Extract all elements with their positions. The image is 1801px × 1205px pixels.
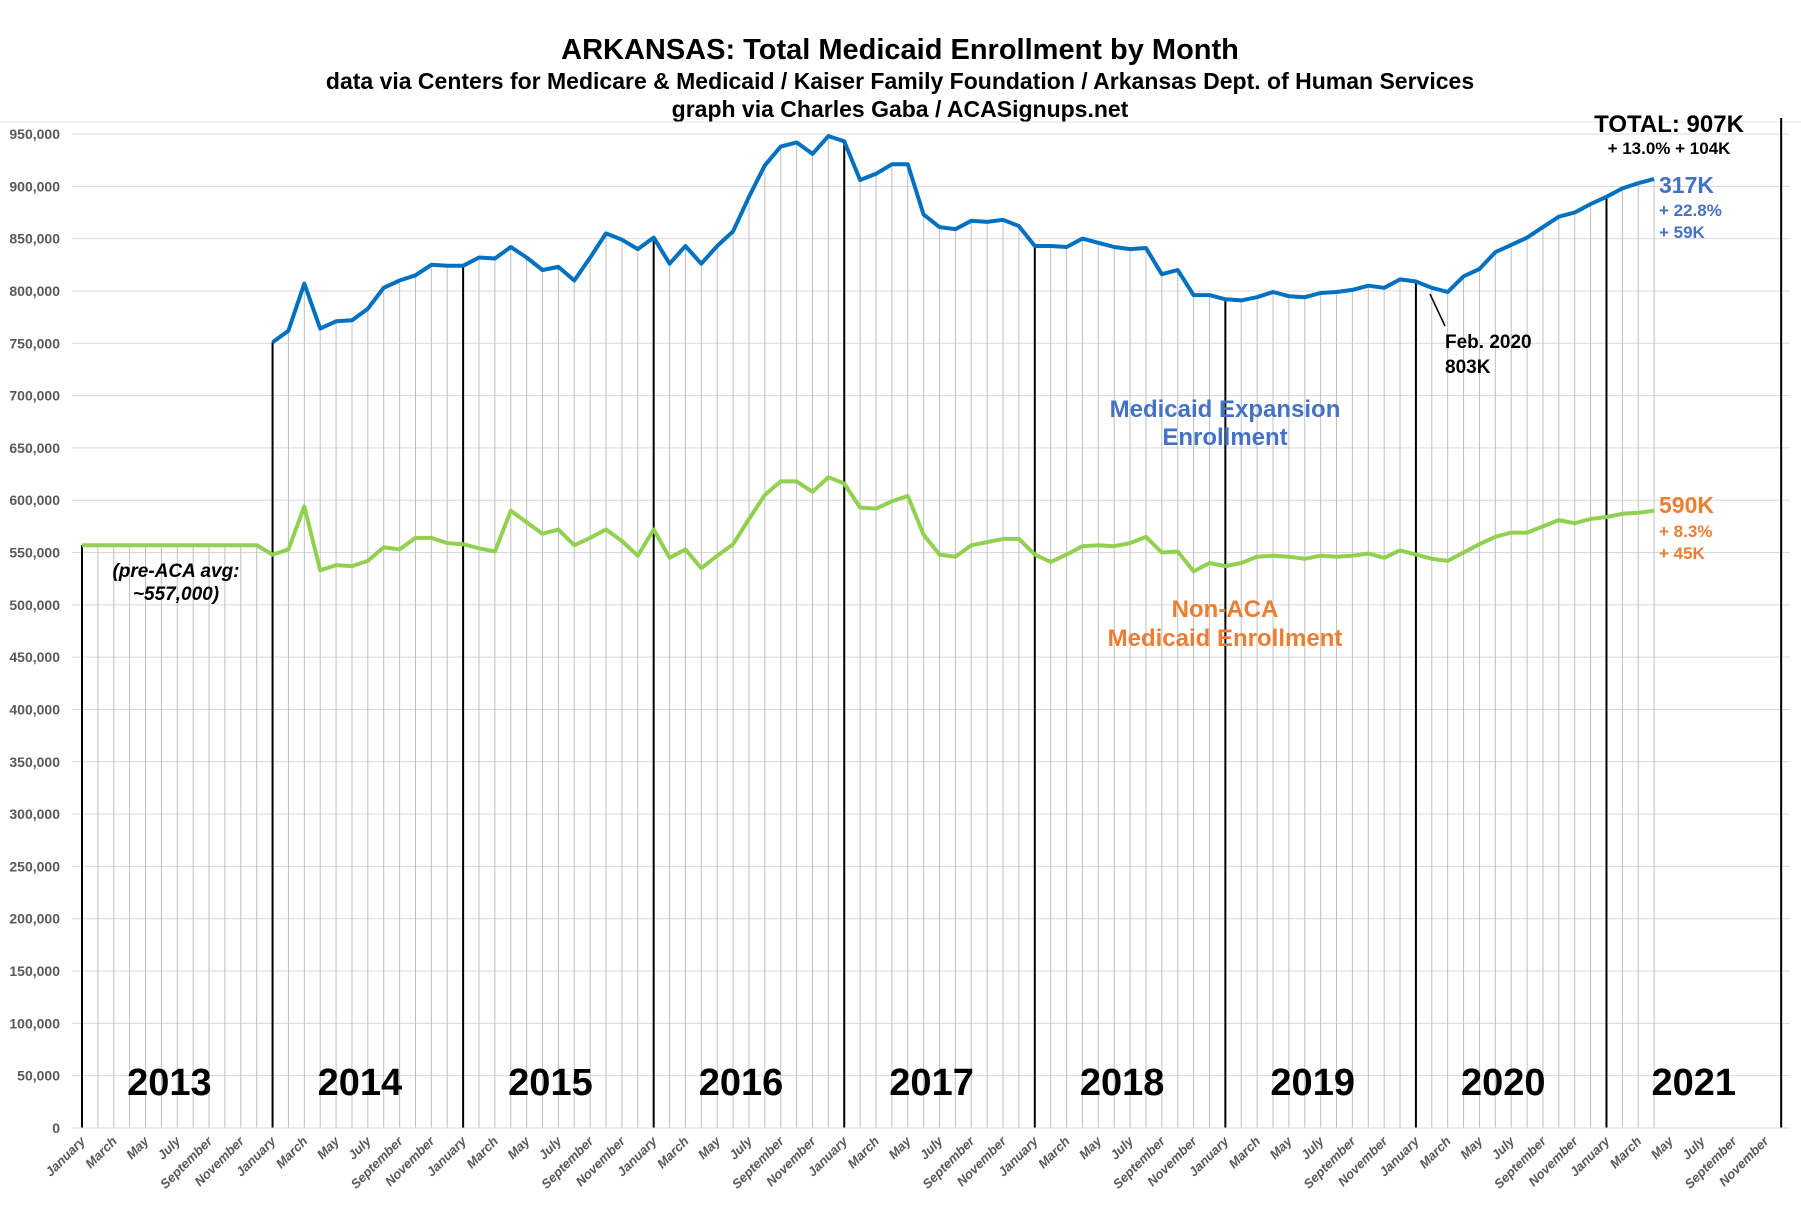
year-label: 2019 bbox=[1270, 1062, 1355, 1104]
year-label: 2020 bbox=[1461, 1062, 1546, 1104]
y-tick-label: 650,000 bbox=[9, 440, 60, 456]
y-tick-label: 900,000 bbox=[9, 178, 60, 194]
y-tick-label: 450,000 bbox=[9, 649, 60, 665]
non-aca-change-annotation: + 45K bbox=[1659, 544, 1706, 563]
total-annotation: TOTAL: 907K bbox=[1594, 111, 1744, 138]
gridlines bbox=[0, 118, 1801, 1128]
x-tick-label: May bbox=[504, 1133, 533, 1162]
x-tick-label: March bbox=[844, 1133, 882, 1171]
y-tick-label: 250,000 bbox=[9, 858, 60, 874]
x-tick-label: May bbox=[1457, 1133, 1486, 1162]
y-tick-label: 100,000 bbox=[9, 1015, 60, 1031]
axes: 0 50,000 100,000 150,000 200,000 250,000 300,0… bbox=[9, 126, 1790, 1192]
series-lines bbox=[82, 136, 1654, 571]
y-tick-label: 750,000 bbox=[9, 335, 60, 351]
x-tick-label: May bbox=[123, 1133, 152, 1162]
y-tick-label: 950,000 bbox=[9, 126, 60, 142]
x-tick-label: May bbox=[1267, 1133, 1296, 1162]
y-tick-label: 850,000 bbox=[9, 231, 60, 247]
x-tick-label: March bbox=[1226, 1133, 1264, 1171]
x-tick-label: March bbox=[1607, 1133, 1645, 1171]
y-tick-label: 50,000 bbox=[17, 1068, 60, 1084]
year-label: 2017 bbox=[889, 1062, 974, 1104]
y-tick-label: 300,000 bbox=[9, 806, 60, 822]
feb-2020-label: Feb. 2020 bbox=[1445, 332, 1532, 353]
x-tick-label: May bbox=[885, 1133, 914, 1162]
y-tick-label: 500,000 bbox=[9, 597, 60, 613]
x-tick-label: May bbox=[1076, 1133, 1105, 1162]
x-tick-label: March bbox=[273, 1133, 311, 1171]
y-tick-label: 400,000 bbox=[9, 701, 60, 717]
year-label: 2021 bbox=[1652, 1062, 1737, 1104]
x-tick-label: March bbox=[654, 1133, 692, 1171]
non-aca-label: Non-ACA bbox=[1172, 596, 1279, 623]
year-label: 2016 bbox=[699, 1062, 784, 1104]
total-change-annotation: + 13.0% + 104K bbox=[1608, 139, 1732, 158]
pre-aca-value: ~557,000) bbox=[133, 584, 219, 605]
x-tick-label: May bbox=[1648, 1133, 1677, 1162]
non-aca-pct-annotation: + 8.3% bbox=[1659, 522, 1712, 541]
chart-subtitle: data via Centers for Medicare & Medicaid… bbox=[326, 68, 1474, 94]
feb-2020-value: 803K bbox=[1445, 357, 1491, 378]
y-tick-label: 150,000 bbox=[9, 963, 60, 979]
y-tick-label: 800,000 bbox=[9, 283, 60, 299]
x-tick-label: March bbox=[463, 1133, 501, 1171]
pre-aca-label: (pre-ACA avg: bbox=[112, 561, 239, 582]
expansion-change-annotation: + 59K bbox=[1659, 223, 1706, 242]
x-tick-label: March bbox=[1035, 1133, 1073, 1171]
chart-title: ARKANSAS: Total Medicaid Enrollment by M… bbox=[561, 34, 1239, 66]
x-tick-label: March bbox=[82, 1133, 120, 1171]
chart-credit: graph via Charles Gaba / ACASignups.net bbox=[672, 96, 1129, 122]
expansion-label: Medicaid Expansion bbox=[1110, 396, 1341, 423]
y-tick-label: 350,000 bbox=[9, 754, 60, 770]
year-label: 2015 bbox=[508, 1062, 593, 1104]
x-tick-label: May bbox=[695, 1133, 724, 1162]
x-tick-label: May bbox=[314, 1133, 343, 1162]
y-tick-label: 600,000 bbox=[9, 492, 60, 508]
non-aca-value-annotation: 590K bbox=[1659, 492, 1714, 518]
expansion-label-2: Enrollment bbox=[1162, 424, 1287, 451]
x-tick-label: March bbox=[1416, 1133, 1454, 1171]
y-tick-label: 700,000 bbox=[9, 388, 60, 404]
year-label: 2018 bbox=[1080, 1062, 1165, 1104]
year-label: 2014 bbox=[318, 1062, 403, 1104]
y-tick-label: 0 bbox=[52, 1120, 60, 1136]
year-label: 2013 bbox=[127, 1062, 212, 1104]
total-line bbox=[273, 136, 1655, 342]
y-tick-label: 550,000 bbox=[9, 545, 60, 561]
expansion-value-annotation: 317K bbox=[1659, 172, 1714, 198]
x-tick-label: January bbox=[42, 1133, 88, 1179]
y-tick-label: 200,000 bbox=[9, 911, 60, 927]
expansion-pct-annotation: + 22.8% bbox=[1659, 201, 1722, 220]
non-aca-label-2: Medicaid Enrollment bbox=[1108, 625, 1343, 652]
non_aca-line bbox=[82, 477, 1654, 571]
